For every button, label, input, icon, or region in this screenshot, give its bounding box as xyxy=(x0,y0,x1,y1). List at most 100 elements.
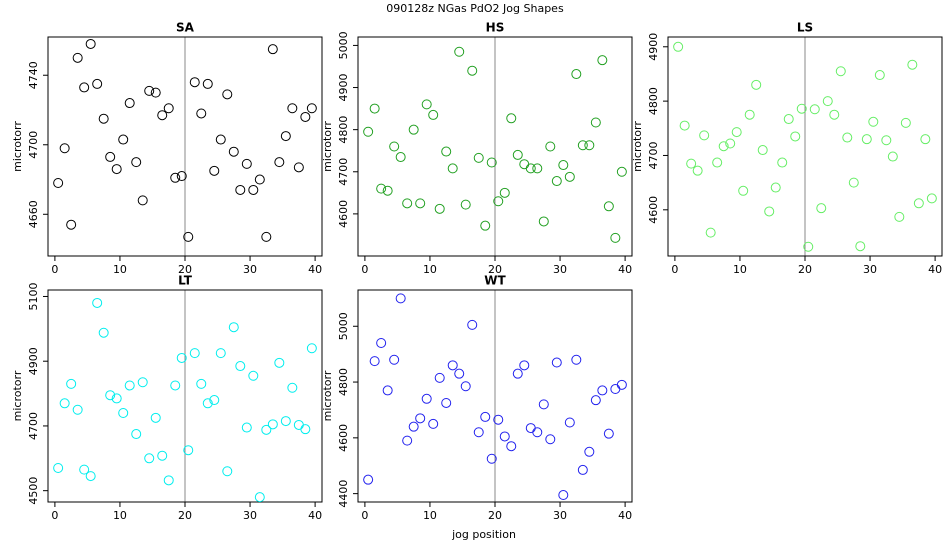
point xyxy=(389,141,400,152)
x-tick-label: 20 xyxy=(178,509,192,522)
x-tick-label: 40 xyxy=(618,263,632,276)
point xyxy=(98,113,109,124)
point xyxy=(92,297,103,308)
y-tick-label: 4800 xyxy=(647,87,660,115)
point xyxy=(486,453,497,464)
point xyxy=(486,157,497,168)
x-tick-label: 20 xyxy=(488,263,502,276)
point xyxy=(124,380,135,391)
point xyxy=(603,201,614,212)
point xyxy=(447,163,458,174)
point xyxy=(545,141,556,152)
point xyxy=(241,422,252,433)
point xyxy=(170,172,181,183)
point xyxy=(137,377,148,388)
point xyxy=(105,390,116,401)
point xyxy=(881,135,892,146)
point xyxy=(85,38,96,49)
point xyxy=(777,157,788,168)
point xyxy=(402,435,413,446)
point xyxy=(545,434,556,445)
point xyxy=(118,134,129,145)
point xyxy=(163,475,174,486)
point xyxy=(382,185,393,196)
panel-title: LS xyxy=(797,21,813,35)
point xyxy=(131,157,142,168)
point xyxy=(692,165,703,176)
y-tick-label: 4600 xyxy=(337,200,350,228)
point xyxy=(571,69,582,80)
x-tick-label: 20 xyxy=(488,509,502,522)
point xyxy=(705,227,716,238)
point xyxy=(512,149,523,160)
x-tick-label: 40 xyxy=(618,509,632,522)
y-tick-label: 4700 xyxy=(27,412,40,440)
y-tick-label: 4700 xyxy=(337,158,350,186)
point xyxy=(816,203,827,214)
point xyxy=(712,157,723,168)
point xyxy=(92,78,103,89)
point xyxy=(532,163,543,174)
point xyxy=(835,66,846,77)
point xyxy=(59,398,70,409)
point xyxy=(267,419,278,430)
x-tick-label: 0 xyxy=(51,263,58,276)
point xyxy=(783,114,794,125)
point xyxy=(790,131,801,142)
point xyxy=(532,427,543,438)
y-axis-label: microtorr xyxy=(11,121,24,172)
point xyxy=(395,152,406,163)
point xyxy=(842,132,853,143)
point xyxy=(85,471,96,482)
point xyxy=(144,85,155,96)
point xyxy=(300,424,311,435)
y-tick-label: 4700 xyxy=(27,131,40,159)
x-tick-label: 40 xyxy=(308,263,322,276)
point xyxy=(53,178,64,188)
point xyxy=(499,431,510,442)
y-axis-label: microtorr xyxy=(631,121,644,172)
point xyxy=(111,393,122,404)
point xyxy=(176,352,187,363)
point xyxy=(829,109,840,120)
x-tick-label: 20 xyxy=(178,263,192,276)
point xyxy=(66,219,77,230)
y-axis-label: microtorr xyxy=(11,370,24,421)
point xyxy=(428,109,439,120)
plot-frame xyxy=(47,289,323,503)
plot-frame xyxy=(667,36,943,257)
point xyxy=(577,464,588,475)
point xyxy=(725,138,736,149)
point xyxy=(577,140,588,151)
y-tick-label: 4800 xyxy=(337,368,350,396)
point xyxy=(215,348,226,359)
point xyxy=(673,41,684,52)
point xyxy=(610,232,621,243)
point xyxy=(415,413,426,424)
point xyxy=(441,146,452,157)
x-tick-label: 40 xyxy=(928,263,942,276)
point xyxy=(222,466,233,477)
y-axis-label: microtorr xyxy=(321,121,334,172)
panel-title: LT xyxy=(178,274,193,288)
point xyxy=(493,196,504,207)
point xyxy=(209,395,220,406)
y-tick-label: 4600 xyxy=(337,424,350,452)
point xyxy=(163,103,174,114)
point xyxy=(369,103,380,114)
point xyxy=(293,162,304,173)
point xyxy=(493,414,504,425)
x-tick-label: 10 xyxy=(733,263,747,276)
point xyxy=(731,127,742,138)
point xyxy=(796,103,807,114)
point xyxy=(287,382,298,393)
point xyxy=(590,117,601,128)
plot-frame xyxy=(47,36,323,257)
x-tick-label: 0 xyxy=(361,509,368,522)
point xyxy=(196,378,207,389)
point xyxy=(764,206,775,217)
point xyxy=(699,130,710,141)
x-tick-label: 30 xyxy=(553,509,567,522)
y-tick-label: 5000 xyxy=(337,312,350,340)
